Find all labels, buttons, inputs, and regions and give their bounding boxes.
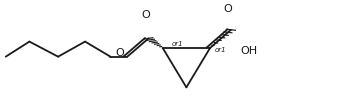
Text: OH: OH xyxy=(240,46,258,56)
Text: or1: or1 xyxy=(215,47,227,53)
Text: O: O xyxy=(115,48,124,58)
Text: O: O xyxy=(141,10,150,20)
Text: O: O xyxy=(223,4,232,14)
Text: or1: or1 xyxy=(171,41,183,47)
